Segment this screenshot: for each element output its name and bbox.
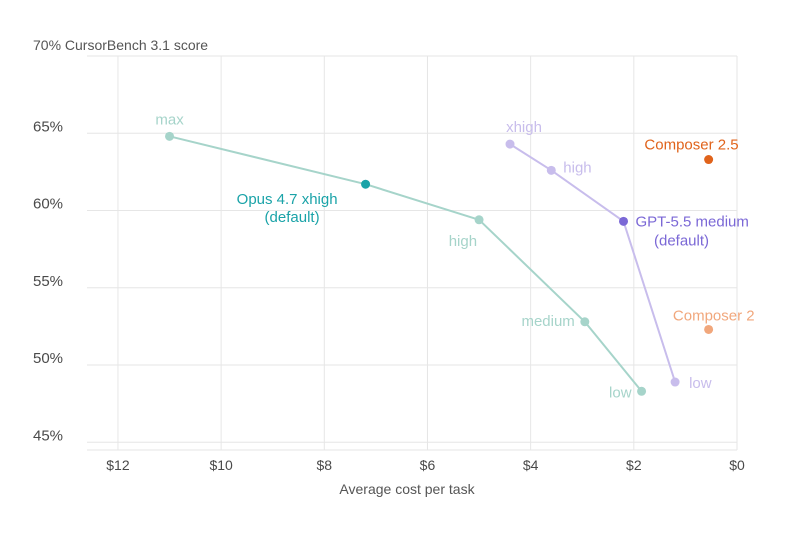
data-point [704,324,714,334]
series-gpt-5-5: xhigh high GPT-5.5 medium (default) low [505,119,749,392]
point-label: GPT-5.5 medium [636,213,749,230]
series-opus-4-7: max Opus 4.7 xhigh(default) high medium low [155,111,647,401]
point-label-secondary: (default) [265,209,320,226]
point-label: low [609,384,632,401]
point-label: Opus 4.7 xhigh [237,191,338,208]
data-point [704,155,714,165]
grid [87,55,738,451]
x-tick-label: $6 [420,457,436,473]
data-point [546,165,556,175]
y-tick-label: 60% [33,196,63,213]
series-composer-2: Composer 2 [673,307,755,334]
data-point [670,377,680,387]
x-tick-label: $10 [209,457,233,473]
data-point [619,216,629,226]
y-tick-label: 55% [33,273,63,290]
point-label: high [563,159,591,176]
point-label: high [449,233,477,250]
data-point [474,215,484,225]
data-point [505,139,515,149]
data-point [361,179,371,189]
x-tick-label: $12 [106,457,130,473]
data-point [165,131,175,141]
data-point [637,386,647,396]
x-tick-label: $8 [317,457,333,473]
data-point [580,317,590,327]
y-axis: 65% 60% 55% 50% 45% [33,118,63,444]
x-axis-title: Average cost per task [339,481,475,497]
series-composer-2-5: Composer 2.5 [644,137,739,165]
series-line [509,143,677,383]
x-tick-label: $4 [523,457,539,473]
point-label: Composer 2 [673,307,755,324]
y-axis-title: 70% CursorBench 3.1 score [33,37,208,53]
y-tick-label: 45% [33,427,63,444]
point-label: low [689,375,712,392]
y-tick-label: 50% [33,350,63,367]
x-tick-label: $2 [626,457,642,473]
point-label: xhigh [506,119,542,136]
x-tick-label: $0 [729,457,745,473]
x-axis: $12 $10 $8 $6 $4 $2 $0 [106,457,745,473]
point-label-secondary: (default) [654,232,709,249]
point-label: max [155,111,184,128]
point-label: Composer 2.5 [644,137,738,154]
y-tick-label: 65% [33,118,63,135]
point-label: medium [521,313,574,330]
